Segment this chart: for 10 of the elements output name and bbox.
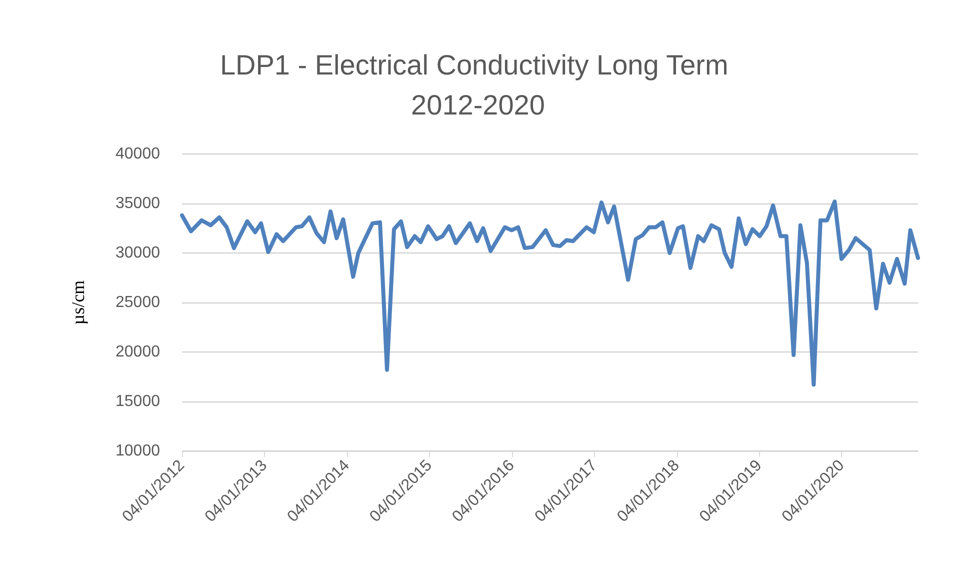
y-tick-label: 30000 <box>116 244 160 262</box>
y-tick-label: 10000 <box>116 442 160 460</box>
y-axis-title: µs/cm <box>68 280 88 325</box>
chart-title: LDP1 - Electrical Conductivity Long Term 2012-2020 <box>220 50 736 120</box>
y-tick-label: 25000 <box>116 294 160 311</box>
y-tick-label: 20000 <box>116 344 160 360</box>
line-series <box>180 200 920 387</box>
y-tick-label: 40000 <box>116 146 160 162</box>
y-tick-label: 15000 <box>116 393 160 410</box>
y-tick-label: 35000 <box>116 195 160 212</box>
